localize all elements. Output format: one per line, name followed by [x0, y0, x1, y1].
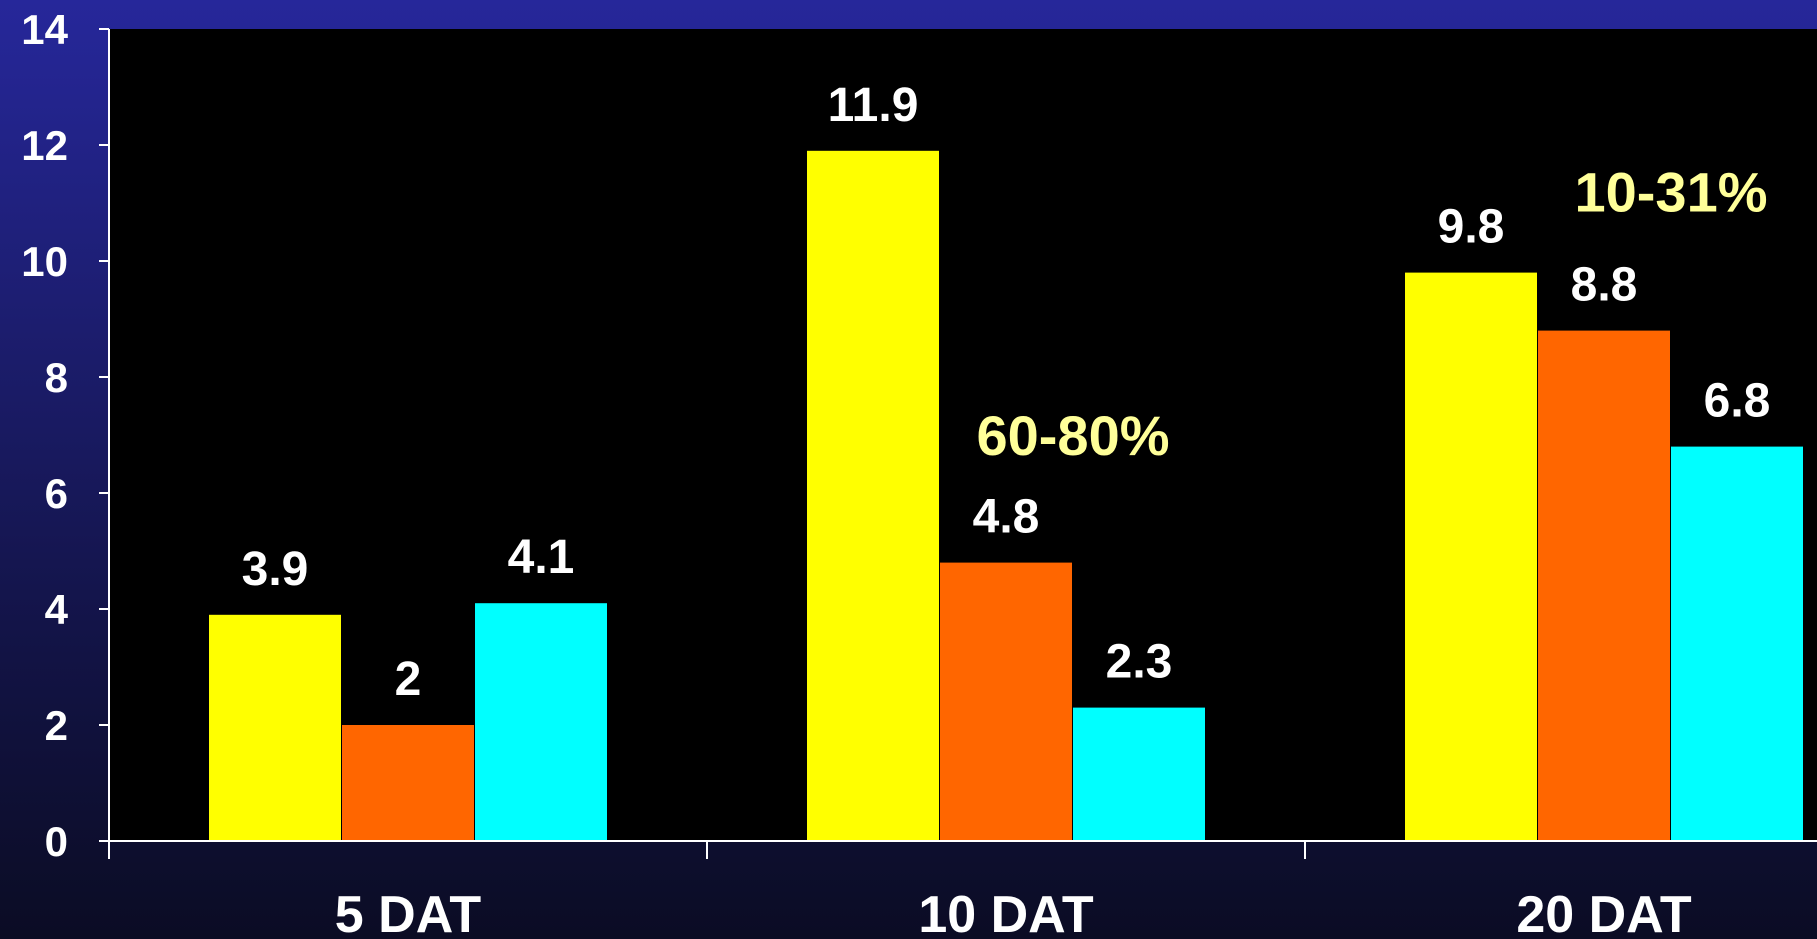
bar — [940, 562, 1072, 841]
data-label: 8.8 — [1571, 259, 1638, 312]
data-label: 11.9 — [828, 79, 919, 132]
data-label: 4.1 — [508, 531, 575, 584]
bar — [807, 150, 939, 842]
bar — [342, 725, 474, 841]
data-label: 4.8 — [973, 491, 1040, 544]
y-axis-ticks: 0 2 4 6 8 10 12 14 — [21, 6, 109, 865]
category-label: 5 DAT — [335, 886, 482, 939]
bar — [1073, 707, 1205, 841]
annotation-label: 10-31% — [1574, 160, 1767, 223]
data-labels: 3.9 2 4.1 11.9 4.8 2.3 9.8 8.8 6.8 — [242, 79, 1771, 706]
y-tick-label: 10 — [21, 238, 68, 285]
category-label: 10 DAT — [918, 886, 1094, 939]
annotations: 60-80% 10-31% — [976, 160, 1767, 467]
data-label: 6.8 — [1704, 375, 1771, 428]
bar — [209, 614, 341, 841]
y-tick-label: 0 — [45, 818, 68, 865]
y-tick-label: 12 — [21, 122, 68, 169]
y-tick-label: 14 — [21, 6, 68, 53]
bar — [1538, 330, 1670, 841]
bar — [475, 603, 607, 841]
data-label: 3.9 — [242, 543, 309, 596]
x-axis-ticks: 5 DAT 10 DAT 20 DAT — [108, 841, 1692, 939]
data-label: 9.8 — [1438, 201, 1505, 254]
bar — [1671, 446, 1803, 841]
data-label: 2.3 — [1106, 636, 1173, 689]
data-label: 2 — [395, 653, 422, 706]
annotation-label: 60-80% — [976, 404, 1169, 467]
category-label: 20 DAT — [1516, 886, 1692, 939]
y-tick-label: 6 — [45, 470, 68, 517]
bar — [1405, 272, 1537, 842]
bars — [209, 150, 1803, 842]
y-tick-label: 4 — [45, 586, 69, 633]
y-tick-label: 8 — [45, 354, 68, 401]
y-tick-label: 2 — [45, 702, 68, 749]
